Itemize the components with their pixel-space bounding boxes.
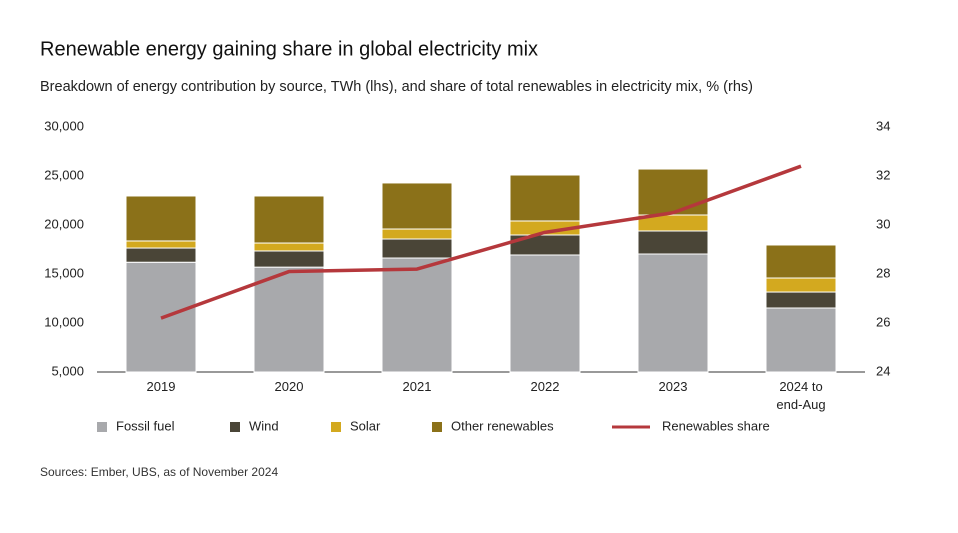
bar-segment (125, 247, 197, 263)
y-tick-label: 20,000 (44, 216, 84, 231)
y2-tick-label: 26 (876, 314, 890, 329)
legend-label: Other renewables (451, 418, 554, 433)
y2-tick-label: 32 (876, 167, 890, 182)
legend-label: Renewables share (662, 418, 770, 433)
x-tick-label: 2022 (531, 379, 560, 394)
chart-title: Renewable energy gaining share in global… (40, 38, 538, 60)
chart-subtitle: Breakdown of energy contribution by sour… (40, 79, 753, 95)
bar-segment (509, 254, 581, 373)
bar-segment (765, 244, 837, 279)
x-tick-label: 2019 (147, 379, 176, 394)
y-tick-label: 5,000 (51, 363, 84, 378)
legend-swatch (432, 422, 442, 432)
legend-label: Solar (350, 418, 381, 433)
bar-segment (253, 195, 325, 244)
bar-segment (125, 240, 197, 249)
x-tick-label: 2024 to end-Aug (776, 379, 825, 412)
y-tick-label: 25,000 (44, 167, 84, 182)
bar-segment (253, 266, 325, 373)
bar-segment (253, 250, 325, 268)
bar-segment (765, 291, 837, 309)
bar-segment (637, 253, 709, 373)
y-tick-label: 30,000 (44, 118, 84, 133)
bar-segment (381, 228, 453, 240)
bar-segment (637, 230, 709, 255)
bar-segment (765, 307, 837, 373)
line-series (160, 164, 802, 320)
y-tick-label: 15,000 (44, 265, 84, 280)
legend-label: Fossil fuel (116, 418, 175, 433)
x-tick-label: 2021 (403, 379, 432, 394)
legend-swatch (331, 422, 341, 432)
x-tick-label: 2020 (275, 379, 304, 394)
y2-tick-label: 30 (876, 216, 890, 231)
y-tick-label: 10,000 (44, 314, 84, 329)
bar-segment (125, 195, 197, 242)
y2-tick-label: 34 (876, 118, 890, 133)
source-note: Sources: Ember, UBS, as of November 2024 (40, 465, 278, 479)
legend-label: Wind (249, 418, 279, 433)
x-tick-label: 2023 (659, 379, 688, 394)
bar-segment (381, 238, 453, 259)
y2-tick-label: 28 (876, 265, 890, 280)
bar-segment (765, 277, 837, 293)
bar-segment (509, 174, 581, 222)
legend-swatch (97, 422, 107, 432)
bar-segment (637, 168, 709, 216)
legend-swatch (230, 422, 240, 432)
bar-segment (381, 182, 453, 230)
y2-tick-label: 24 (876, 363, 890, 378)
bar-segment (253, 242, 325, 252)
bar-segment (381, 257, 453, 373)
